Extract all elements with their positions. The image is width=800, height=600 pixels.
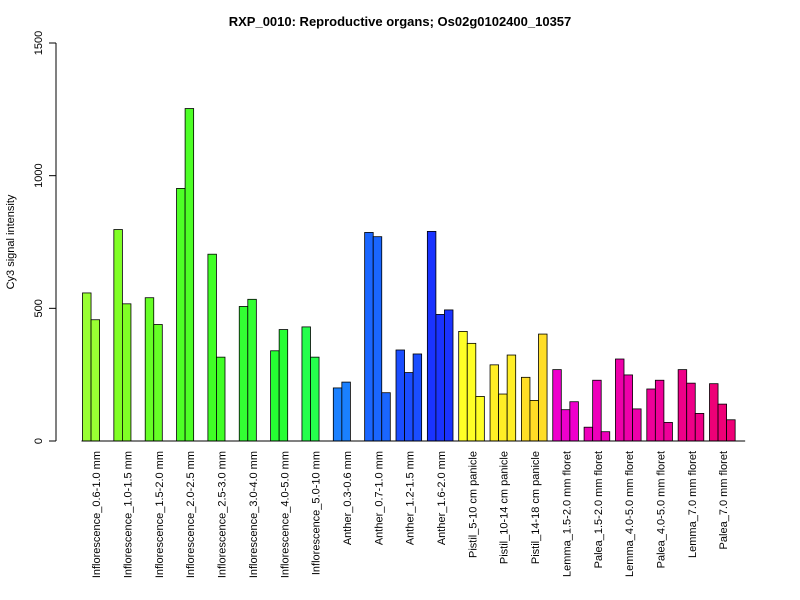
bar: [395, 349, 405, 442]
x-category-label: Inflorescence_5.0-10 mm: [311, 451, 323, 575]
bar: [364, 232, 374, 442]
y-axis-label: Cy3 signal intensity: [5, 194, 17, 289]
y-tick-label: 1000: [33, 163, 45, 187]
bar: [592, 379, 602, 442]
bar: [709, 383, 719, 442]
x-category-label: Lemma_7.0 mm floret: [687, 451, 699, 558]
bar: [529, 400, 539, 442]
bar: [560, 409, 571, 442]
bar: [694, 413, 705, 442]
bar: [646, 388, 656, 442]
bar: [207, 253, 217, 442]
bar: [623, 374, 633, 442]
x-category-label: Anther_0.7-1.0 mm: [373, 451, 385, 545]
bar: [372, 236, 383, 442]
x-category-label: Palea_1.5-2.0 mm floret: [593, 451, 605, 568]
x-category-label: Pistil_5-10 cm panicle: [467, 451, 479, 558]
bar: [278, 329, 289, 442]
bar: [506, 354, 517, 442]
bar: [726, 419, 736, 442]
chart-title: RXP_0010: Reproductive organs; Os02g0102…: [229, 14, 572, 29]
bar: [435, 314, 445, 442]
bar: [153, 324, 163, 442]
y-axis: 0 500 1000 1500: [33, 31, 57, 444]
x-category-label: Pistil_14-18 cm panicle: [530, 451, 542, 564]
bars: [82, 108, 736, 442]
bar: [538, 333, 548, 442]
x-category-label: Inflorescence_2.5-3.0 mm: [217, 451, 229, 578]
bar: [216, 356, 226, 442]
bar: [475, 396, 485, 442]
bar: [426, 230, 437, 442]
bar: [270, 350, 280, 442]
bar: [466, 342, 477, 442]
bar: [341, 381, 351, 442]
bar: [444, 309, 454, 442]
bar: [677, 369, 688, 442]
x-category-label: Inflorescence_1.5-2.0 mm: [154, 451, 166, 578]
bar: [583, 426, 594, 442]
bar: [82, 292, 92, 442]
bar: [654, 379, 665, 442]
y-tick-label: 0: [33, 438, 45, 444]
x-category-label: Inflorescence_1.0-1.5 mm: [123, 451, 135, 578]
x-category-label: Inflorescence_2.0-2.5 mm: [185, 451, 197, 578]
bar: [600, 431, 611, 442]
bar: [122, 303, 132, 442]
bar: [238, 306, 249, 442]
x-category-label: Anther_0.3-0.6 mm: [342, 451, 354, 545]
bar: [489, 364, 499, 442]
bar: [569, 401, 579, 442]
bar: [184, 108, 195, 442]
y-tick-label: 500: [33, 299, 45, 317]
category-labels: Inflorescence_0.6-1.0 mm Inflorescence_1.…: [91, 451, 730, 578]
bar: [381, 392, 391, 442]
x-category-label: Palea_4.0-5.0 mm floret: [655, 451, 667, 568]
bar: [686, 382, 696, 442]
x-category-label: Lemma_4.0-5.0 mm floret: [624, 451, 636, 577]
bar: [521, 376, 531, 442]
bar: [458, 331, 468, 442]
x-category-label: Anther_1.6-2.0 mm: [436, 451, 448, 545]
x-category-label: Palea_7.0 mm floret: [718, 451, 730, 549]
bar: [332, 387, 343, 442]
bar: [90, 319, 101, 442]
bar: [301, 326, 311, 442]
bar: [144, 297, 155, 442]
bar: [404, 372, 414, 442]
bar: [632, 408, 642, 442]
bar: [552, 369, 562, 442]
x-category-label: Inflorescence_0.6-1.0 mm: [91, 451, 103, 578]
y-tick-label: 1500: [33, 31, 45, 55]
x-category-label: Inflorescence_4.0-5.0 mm: [279, 451, 291, 578]
bar: [176, 188, 186, 442]
bar: [717, 403, 727, 442]
bar: [498, 393, 508, 442]
bar: [615, 358, 625, 442]
bar: [113, 229, 123, 442]
x-category-label: Inflorescence_3.0-4.0 mm: [248, 451, 260, 578]
x-category-label: Anther_1.2-1.5 mm: [405, 451, 417, 545]
x-category-label: Lemma_1.5-2.0 mm floret: [561, 451, 573, 577]
bar: [412, 353, 423, 442]
bar: [247, 298, 257, 442]
bar: [310, 356, 320, 442]
bar: [663, 422, 673, 442]
x-category-label: Pistil_10-14 cm panicle: [499, 451, 511, 564]
